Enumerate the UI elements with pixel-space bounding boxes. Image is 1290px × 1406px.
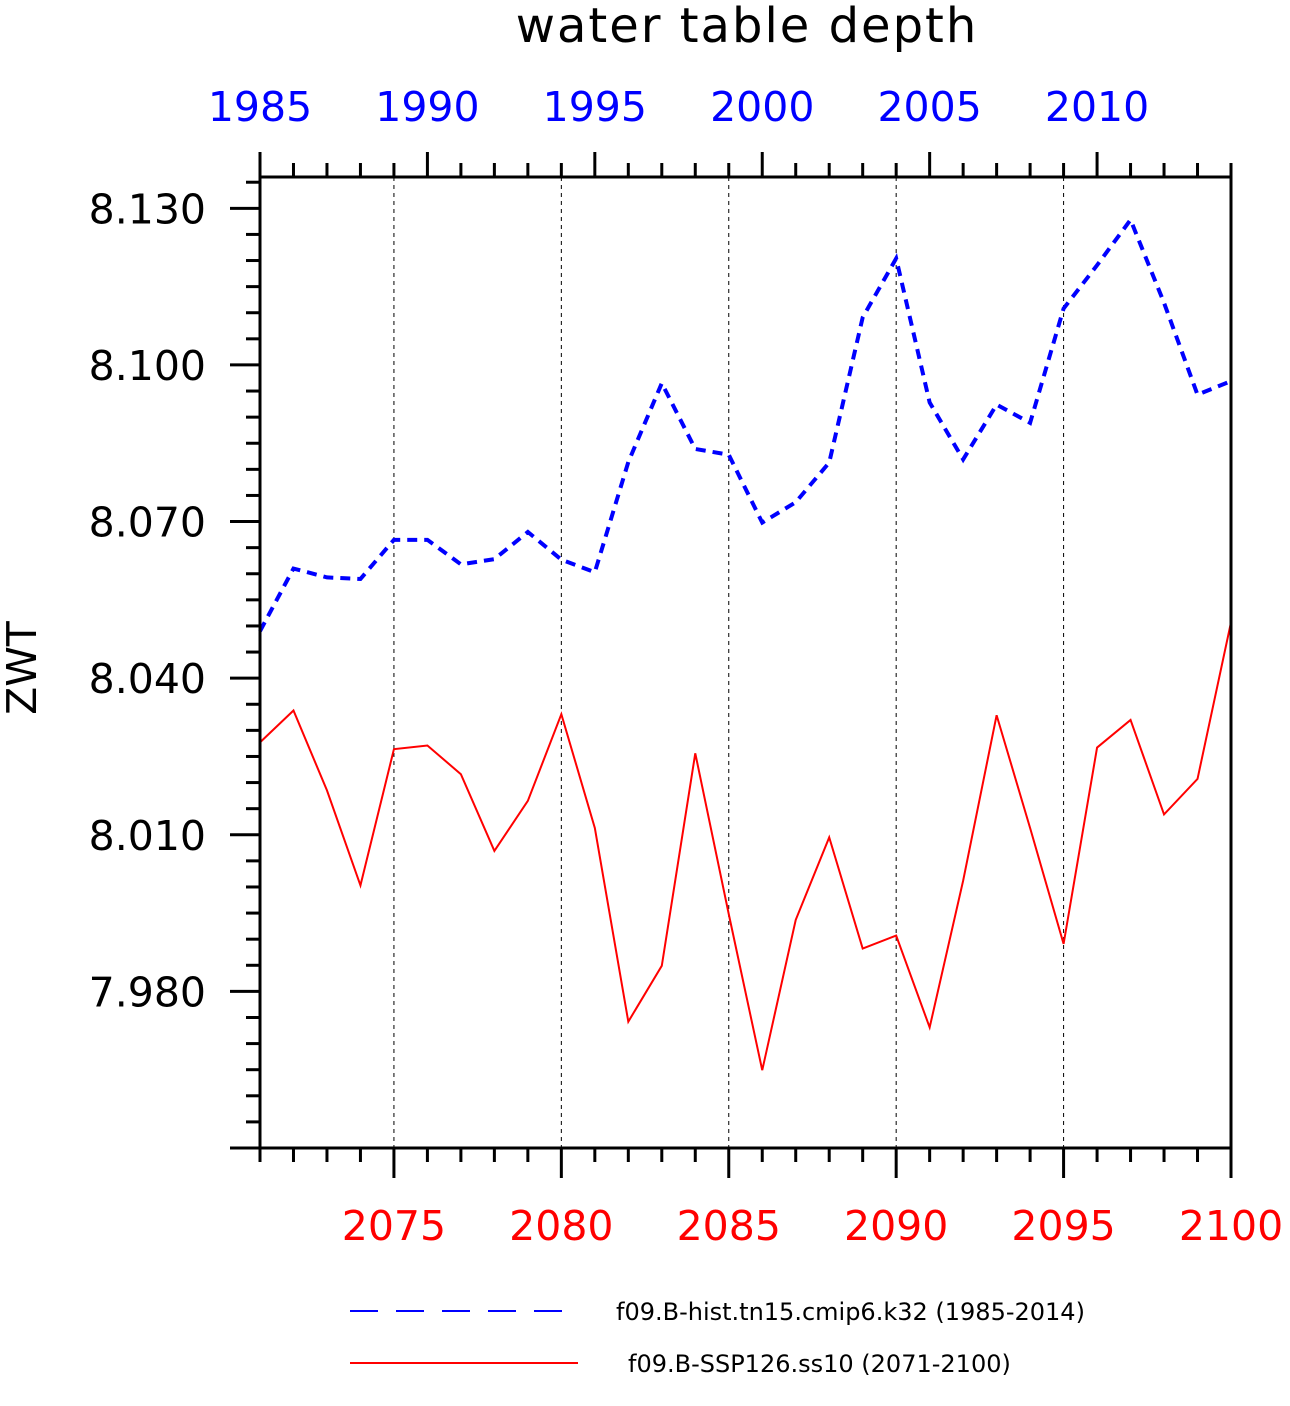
chart-title: water table depth — [516, 0, 979, 54]
bottom-tick-label: 2085 — [677, 1202, 781, 1250]
y-tick-label: 8.040 — [89, 655, 206, 703]
y-axis-label: ZWT — [0, 620, 46, 715]
grid-lines — [393, 177, 1065, 1148]
top-tick-label: 2005 — [877, 83, 981, 131]
top-tick-label: 1995 — [543, 83, 647, 131]
axis-ticks — [230, 152, 1233, 1178]
y-tick-label: 8.100 — [89, 342, 206, 390]
series-line-ssp126 — [259, 622, 1232, 1071]
legend-label-ssp126: f09.B-SSP126.ss10 (2071-2100) — [628, 1350, 1011, 1378]
top-tick-label: 2010 — [1045, 83, 1149, 131]
bottom-tick-label: 2080 — [509, 1202, 613, 1250]
top-tick-label: 1985 — [208, 83, 312, 131]
bottom-tick-label: 2095 — [1011, 1202, 1115, 1250]
series-lines — [258, 215, 1232, 1071]
legend-label-hist: f09.B-hist.tn15.cmip6.k32 (1985-2014) — [616, 1298, 1085, 1326]
bottom-tick-label: 2100 — [1179, 1202, 1283, 1250]
y-tick-label: 8.010 — [89, 812, 206, 860]
y-tick-label: 8.070 — [89, 499, 206, 547]
bottom-tick-label: 2090 — [844, 1202, 948, 1250]
y-tick-label: 7.980 — [89, 968, 206, 1016]
plot-frame — [258, 175, 1233, 1150]
y-tick-label: 8.130 — [89, 185, 206, 233]
series-line-hist — [258, 215, 1232, 633]
top-tick-label: 2000 — [710, 83, 814, 131]
top-tick-label: 1990 — [375, 83, 479, 131]
tick-labels: 2075 2080 2085 2090 2095 2100 1985 1990 1995 2000… — [89, 83, 1284, 1250]
legend: f09.B-hist.tn15.cmip6.k32 (1985-2014) f09… — [350, 1298, 1085, 1378]
bottom-tick-label: 2075 — [342, 1202, 446, 1250]
